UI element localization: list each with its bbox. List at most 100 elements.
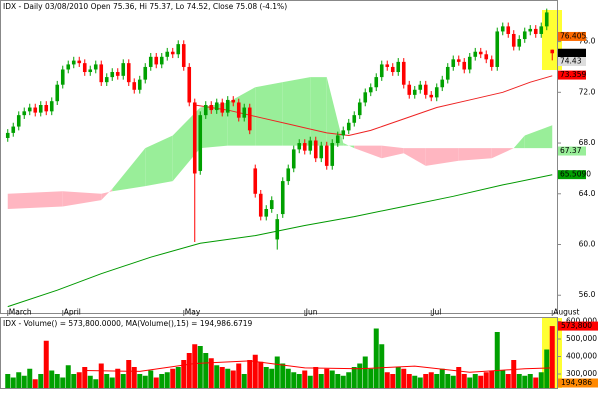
cloud-segment (425, 148, 459, 166)
volume-bar (313, 367, 319, 388)
cloud-segment (513, 135, 525, 149)
volume-bar (478, 375, 484, 388)
volume-bar (428, 372, 434, 388)
volume-bar (522, 375, 528, 388)
volume-bar (538, 372, 544, 388)
volume-bar (516, 374, 522, 388)
candle-body (110, 72, 115, 78)
volume-bar (148, 370, 154, 388)
volume-bar (373, 328, 379, 388)
candle-body (308, 140, 313, 151)
cloud-segment (381, 145, 404, 159)
volume-bar (511, 360, 517, 388)
candle-body (473, 51, 478, 57)
volume-bar (32, 379, 38, 388)
x-tick-label: Jun (305, 308, 318, 317)
volume-bar (417, 377, 423, 388)
volume-bar (186, 353, 192, 388)
candle-body (22, 111, 27, 116)
volume-tag-label: 573,800 (561, 321, 592, 330)
price-tag (558, 70, 586, 80)
candle-body (77, 60, 82, 64)
candle-body (5, 132, 10, 138)
volume-bar (269, 368, 275, 388)
volume-bar (450, 375, 456, 388)
volume-bar (379, 344, 385, 388)
volume-bar (164, 372, 170, 388)
candle-body (231, 99, 236, 103)
candle-body (247, 107, 252, 131)
candle-body (319, 145, 324, 159)
volume-bar (142, 375, 148, 388)
volume-bar (10, 377, 16, 388)
volume-bar (49, 370, 55, 388)
candle-body (396, 61, 401, 73)
candle-body (418, 84, 423, 90)
volume-bar (208, 358, 214, 388)
cloud-segment (403, 148, 426, 166)
volume-bar (412, 375, 418, 388)
candle-body (302, 143, 307, 151)
chart-title: IDX - Daily 03/08/2010 Open 75.36, Hi 75… (3, 2, 287, 11)
volume-bar (527, 374, 533, 388)
price-tag-label: 65.5090 (560, 170, 591, 179)
candle-body (225, 99, 230, 113)
candle-body (357, 102, 362, 116)
candle-body (374, 77, 379, 88)
volume-bar (60, 377, 66, 388)
volume-bar (120, 374, 126, 388)
volume-title: IDX - Volume() = 573,800.0000, MA(Volume… (3, 319, 253, 328)
x-tick-label: April (64, 308, 81, 317)
volume-bar (258, 361, 264, 388)
volume-bar (461, 374, 467, 388)
price-tag-label: 76.405 (560, 31, 586, 40)
volume-bar (247, 360, 253, 388)
cloud-segment (354, 145, 382, 159)
volume-bar (500, 370, 506, 388)
candle-body (445, 66, 450, 80)
candle-body (297, 143, 302, 150)
volume-bar (274, 356, 280, 388)
main-frame (0, 0, 558, 314)
cloud-segment (255, 82, 283, 146)
candle-body (330, 143, 335, 166)
price-tag (558, 56, 586, 66)
candle-body (440, 79, 445, 88)
price-tag-label: 75.08 (560, 48, 582, 57)
volume-frame (0, 317, 558, 389)
volume-bar (219, 367, 225, 388)
volume-bar (291, 372, 297, 388)
candle-body (159, 56, 164, 65)
volume-bar (38, 374, 44, 388)
candle-body (489, 59, 494, 67)
candle-body (176, 44, 181, 55)
candle-body (192, 102, 197, 174)
y-tick-label: 600,000 (566, 317, 597, 326)
volume-bar (362, 356, 368, 388)
candle-body (264, 209, 269, 217)
candle-body (269, 200, 274, 209)
x-tick-label: Jul (431, 308, 441, 317)
volume-bar (153, 377, 159, 388)
cloud-segment (458, 148, 492, 161)
volume-bar (302, 370, 308, 388)
volume-bar (76, 372, 82, 388)
candle-body (16, 115, 21, 127)
volume-bar (406, 374, 412, 388)
candle-body (522, 31, 527, 40)
volume-bar (109, 377, 115, 388)
candle-body (220, 102, 225, 113)
volume-bar (71, 374, 77, 388)
volume-bar (159, 374, 165, 388)
candle-body (132, 82, 137, 90)
volume-bar (395, 367, 401, 388)
volume-bar (423, 374, 429, 388)
candle-body (335, 135, 340, 144)
cloud-segment (343, 143, 355, 149)
candle-body (104, 77, 109, 83)
candle-body (71, 60, 76, 65)
volume-bar (351, 367, 357, 388)
cloud-segment (145, 135, 173, 187)
volume-bar (82, 367, 88, 388)
